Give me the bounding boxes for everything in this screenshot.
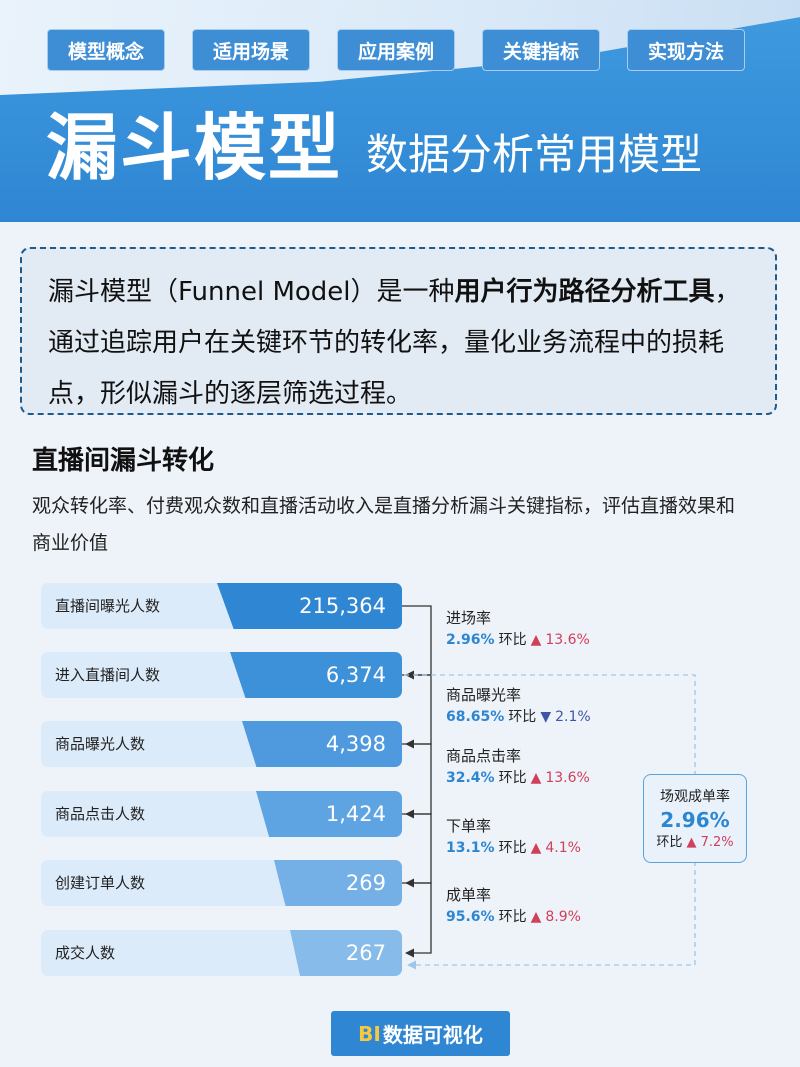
stage-connector	[402, 743, 432, 819]
intro-text-after: ，通过追踪用户在关键环节的转化率，量化业务流程中的损耗点，形似漏斗的逐层筛选过程…	[48, 277, 741, 409]
rate-hb: 环比	[498, 770, 527, 786]
rate-pct: 68.65%	[446, 709, 505, 725]
up-arrow-icon: ▲	[530, 770, 542, 786]
funnel-stage-bar	[256, 791, 402, 837]
funnel-stage-label: 商品点击人数	[55, 805, 146, 823]
funnel-stage-bar	[217, 583, 402, 629]
rate-change: 4.1%	[545, 840, 581, 856]
rate-line: 2.96% 环比 ▲ 13.6%	[446, 629, 646, 651]
tab-concept[interactable]: 模型概念	[47, 29, 165, 71]
funnel-stage-value: 4,398	[325, 732, 386, 756]
funnel-stage: 商品点击人数 1,424	[41, 791, 402, 837]
conversion-rate: 商品曝光率 68.65% 环比 ▼ 2.1%	[446, 684, 646, 728]
rate-name: 成单率	[446, 886, 492, 904]
rate-line: 13.1% 环比 ▲ 4.1%	[446, 837, 646, 859]
bi-visualization-button[interactable]: BI 数据可视化	[331, 1011, 510, 1056]
up-arrow-icon: ▲	[530, 632, 542, 648]
rate-hb: 环比	[498, 632, 527, 648]
intro-text-before: 漏斗模型（Funnel Model）是一种	[48, 277, 455, 307]
funnel-stage-bar	[274, 860, 402, 906]
funnel-stage-bar	[230, 652, 402, 698]
funnel-stage-label: 创建订单人数	[55, 874, 146, 892]
funnel-stage: 创建订单人数 269	[41, 860, 402, 906]
bi-logo-text: BI	[358, 1021, 381, 1046]
funnel-stage-label: 成交人数	[55, 944, 116, 962]
funnel-stage-label: 进入直播间人数	[55, 666, 161, 684]
rate-line: 32.4% 环比 ▲ 13.6%	[446, 767, 646, 789]
rate-change: 8.9%	[545, 909, 581, 925]
conversion-rate: 进场率 2.96% 环比 ▲ 13.6%	[446, 607, 646, 651]
stage-connector	[402, 674, 432, 749]
funnel-stage: 商品曝光人数 4,398	[41, 721, 402, 767]
section-title: 直播间漏斗转化	[32, 446, 215, 476]
rate-line: 95.6% 环比 ▲ 8.9%	[446, 906, 646, 928]
page-subtitle: 数据分析常用模型	[366, 130, 703, 179]
rate-change: 13.6%	[545, 632, 590, 648]
funnel-stage-label: 直播间曝光人数	[55, 597, 161, 615]
tab-scenarios[interactable]: 适用场景	[192, 29, 310, 71]
overall-change-line: 环比 ▲ 7.2%	[644, 833, 746, 853]
rate-pct: 2.96%	[446, 632, 495, 648]
funnel-stage-value: 6,374	[325, 663, 386, 687]
rate-name: 进场率	[446, 609, 492, 627]
overall-pct: 2.96%	[660, 808, 730, 832]
funnel-stage: 进入直播间人数 6,374	[41, 652, 402, 698]
down-arrow-icon: ▼	[540, 709, 552, 725]
page-title: 漏斗模型	[46, 106, 343, 190]
conversion-rate: 下单率 13.1% 环比 ▲ 4.1%	[446, 815, 646, 859]
rate-change: 2.1%	[555, 709, 591, 725]
stage-connector	[402, 882, 432, 958]
up-arrow-icon: ▲	[530, 840, 542, 856]
funnel-stage-value: 215,364	[299, 594, 386, 618]
intro-text-bold: 用户行为路径分析工具	[454, 277, 715, 307]
conversion-rate: 成单率 95.6% 环比 ▲ 8.9%	[446, 884, 646, 928]
overall-up-arrow-icon: ▲	[686, 835, 697, 850]
rate-hb: 环比	[498, 840, 527, 856]
funnel-stage-bar	[242, 721, 402, 767]
funnel-stage-value: 1,424	[325, 802, 386, 826]
funnel-stage-bar	[290, 930, 402, 976]
tab-methods[interactable]: 实现方法	[627, 29, 745, 71]
rate-pct: 13.1%	[446, 840, 495, 856]
rate-line: 68.65% 环比 ▼ 2.1%	[446, 706, 646, 728]
rate-hb: 环比	[508, 709, 537, 725]
rate-name: 商品曝光率	[446, 686, 522, 704]
funnel-stage-value: 267	[345, 941, 386, 965]
bi-button-label: 数据可视化	[382, 1023, 483, 1047]
funnel-stage: 成交人数 267	[41, 930, 402, 976]
stage-connector	[402, 605, 432, 680]
rate-name: 商品点击率	[446, 747, 522, 765]
overall-hb: 环比	[656, 835, 683, 850]
tab-bar: 模型概念 适用场景 应用案例 关键指标 实现方法	[47, 29, 747, 71]
funnel-stage-label: 商品曝光人数	[55, 735, 146, 753]
intro-box: 漏斗模型（Funnel Model）是一种用户行为路径分析工具，通过追踪用户在关…	[20, 247, 777, 415]
section-description: 观众转化率、付费观众数和直播活动收入是直播分析漏斗关键指标，评估直播效果和商业价…	[32, 495, 736, 554]
conversion-rate: 商品点击率 32.4% 环比 ▲ 13.6%	[446, 745, 646, 789]
rate-name: 下单率	[446, 817, 492, 835]
tab-metrics[interactable]: 关键指标	[482, 29, 600, 71]
up-arrow-icon: ▲	[530, 909, 542, 925]
overall-conversion-card: 场观成单率 2.96% 环比 ▲ 7.2%	[643, 774, 747, 863]
rate-change: 13.6%	[545, 770, 590, 786]
header-banner: 模型概念 适用场景 应用案例 关键指标 实现方法 漏斗模型 数据分析常用模型	[0, 0, 800, 222]
rate-hb: 环比	[498, 909, 527, 925]
overall-name: 场观成单率	[660, 789, 730, 805]
rate-pct: 32.4%	[446, 770, 495, 786]
funnel-stage-value: 269	[345, 871, 386, 895]
stage-connector	[402, 813, 432, 888]
tab-cases[interactable]: 应用案例	[337, 29, 455, 71]
funnel-stage: 直播间曝光人数 215,364	[41, 583, 402, 629]
rate-pct: 95.6%	[446, 909, 495, 925]
overall-change: 7.2%	[700, 835, 734, 850]
